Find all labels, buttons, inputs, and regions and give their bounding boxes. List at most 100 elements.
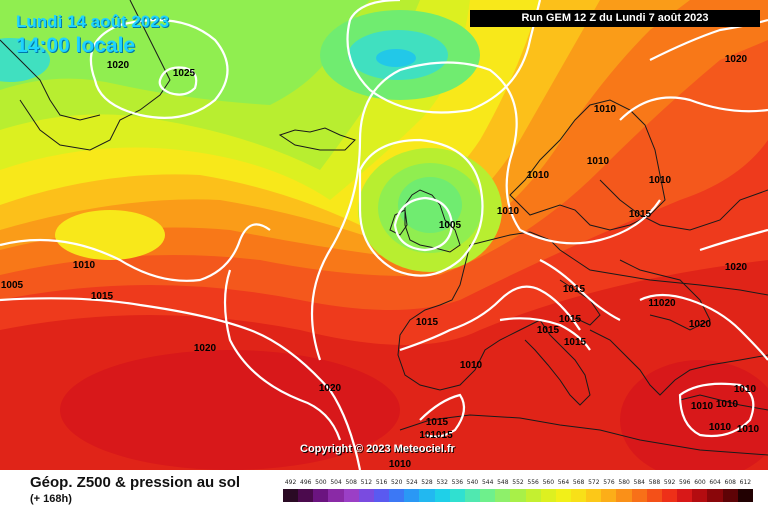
isobar-label: 1010 <box>737 424 760 435</box>
isobar-label: 1010 <box>691 401 714 412</box>
scale-swatch <box>586 489 602 502</box>
scale-label: 596 <box>679 479 691 486</box>
scale-label: 520 <box>390 479 403 486</box>
scale-label: 604 <box>709 479 721 486</box>
scale-label: 552 <box>512 479 524 486</box>
scale-label: 600 <box>694 479 706 486</box>
scale-swatch <box>373 489 390 502</box>
model-run-label: Run GEM 12 Z du Lundi 7 août 2023 <box>470 10 760 27</box>
scale-label: 592 <box>663 479 676 486</box>
scale-label: 512 <box>360 479 373 486</box>
scale-label: 544 <box>481 479 494 486</box>
color-scale-labels: 492 496 500 504 508 512 516 520 524 528 532 536 540 5… <box>283 479 753 489</box>
scale-label: 540 <box>466 479 479 486</box>
scale-swatch <box>692 489 708 502</box>
isobar-label: 101015 <box>419 430 453 441</box>
scale-label: 612 <box>739 479 752 486</box>
scale-swatch <box>434 489 450 502</box>
scale-label: 576 <box>603 479 615 486</box>
scale-swatch <box>601 489 617 502</box>
scale-label: 524 <box>406 479 418 486</box>
scale-label: 572 <box>588 479 600 486</box>
isobar-label: 11020 <box>648 298 676 309</box>
isobar-label: 1025 <box>173 68 196 79</box>
isobar-label: 1010 <box>594 104 617 115</box>
scale-label: 532 <box>436 479 448 486</box>
scale-swatch <box>343 489 359 502</box>
isobar-label: 1010 <box>649 175 672 186</box>
coastlines <box>0 0 768 456</box>
scale-label: 528 <box>421 479 433 486</box>
isobar-label: 1015 <box>537 325 560 336</box>
scale-swatch <box>616 489 632 502</box>
low-north-core <box>376 49 416 67</box>
isobar-label: 1020 <box>725 54 748 65</box>
scale-label: 536 <box>451 479 464 486</box>
valid-date: Lundi 14 août 2023 <box>16 12 170 31</box>
copyright-notice: Copyright © 2023 Meteociel.fr <box>300 443 455 455</box>
scale-swatch <box>464 489 481 502</box>
scale-swatch <box>570 489 587 502</box>
isobar-label: 1005 <box>1 280 24 291</box>
scale-swatch <box>631 489 647 502</box>
scale-label: 492 <box>284 479 297 486</box>
isobar-label: 1010 <box>73 260 96 271</box>
isobar-label: 1015 <box>559 314 582 325</box>
scale-swatch <box>646 489 662 502</box>
scale-swatch <box>419 489 435 502</box>
scale-swatch <box>495 489 511 502</box>
isobar-label: 1015 <box>426 417 449 428</box>
scale-swatch <box>707 489 723 502</box>
scale-label: 548 <box>497 479 509 486</box>
scale-swatch <box>525 489 541 502</box>
band-green <box>0 0 370 105</box>
isobar-label: 1015 <box>629 209 652 220</box>
isobar-label: 1015 <box>563 284 586 295</box>
isobar-label: 1010 <box>497 206 520 217</box>
isobar-label: 1005 <box>439 220 462 231</box>
isobar-label: 1020 <box>107 60 130 71</box>
scale-swatch <box>661 489 678 502</box>
isobar-label: 1015 <box>564 337 587 348</box>
low-uk-core <box>398 177 462 233</box>
low-west-cyan <box>0 38 50 82</box>
isobar-label: 1015 <box>416 317 439 328</box>
scale-swatch <box>404 489 420 502</box>
isobar-label: 1010 <box>460 360 483 371</box>
scale-swatch <box>328 489 344 502</box>
scale-swatch <box>722 489 738 502</box>
isobar-label: 1020 <box>689 319 712 330</box>
scale-label: 504 <box>330 479 342 486</box>
scale-swatch <box>480 489 496 502</box>
scale-label: 496 <box>300 479 312 486</box>
scale-swatch <box>358 489 374 502</box>
isobar-label: 1010 <box>527 170 550 181</box>
isobar-label: 1010 <box>709 422 732 433</box>
scale-swatch <box>389 489 405 502</box>
scale-swatch <box>555 489 571 502</box>
forecast-step: (+ 168h) <box>30 493 72 505</box>
scale-label: 564 <box>557 479 570 486</box>
scale-swatch <box>313 489 329 502</box>
isobar-label: 1010 <box>716 399 739 410</box>
scale-label: 560 <box>542 479 555 486</box>
scale-label: 588 <box>648 479 661 486</box>
scale-label: 508 <box>345 479 357 486</box>
scale-label: 500 <box>315 479 327 486</box>
scale-swatch <box>298 489 314 502</box>
scale-label: 608 <box>724 479 736 486</box>
scale-swatch <box>677 489 693 502</box>
scale-swatch <box>283 489 299 502</box>
scale-label: 568 <box>572 479 585 486</box>
scale-label: 580 <box>618 479 630 486</box>
isobar-label: 1010 <box>734 384 757 395</box>
scale-swatch <box>737 489 753 502</box>
isobar-label: 1015 <box>91 291 114 302</box>
legend-title: Géop. Z500 & pression au sol <box>30 474 241 491</box>
isobar-label: 1010 <box>389 459 412 470</box>
isobar-label: 1020 <box>725 262 748 273</box>
legend-panel: Géop. Z500 & pression au sol (+ 168h) 49… <box>0 470 768 512</box>
scale-label: 516 <box>375 479 388 486</box>
